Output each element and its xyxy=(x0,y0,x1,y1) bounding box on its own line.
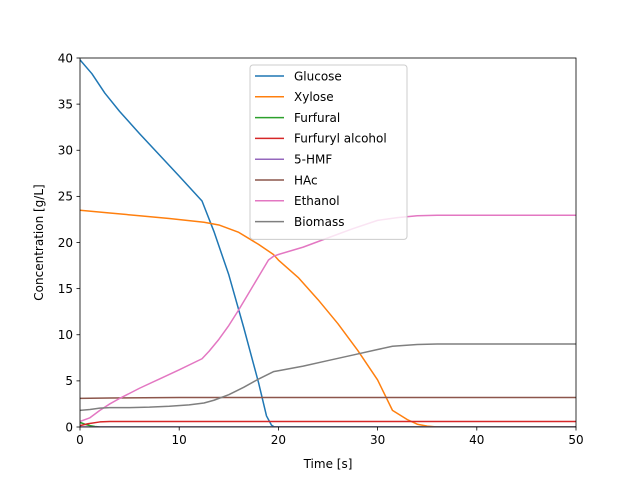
x-tick-label: 20 xyxy=(271,433,286,447)
y-tick-label: 20 xyxy=(58,236,73,250)
series-line-hac xyxy=(80,396,576,400)
x-tick-label: 10 xyxy=(172,433,187,447)
legend-label-xylose: Xylose xyxy=(294,90,334,104)
series-line-glucose xyxy=(80,58,576,427)
series-line-xylose xyxy=(80,209,576,427)
legend-label-5-hmf: 5-HMF xyxy=(294,153,332,167)
legend-label-hac: HAc xyxy=(294,173,318,187)
legend-label-furfural: Furfural xyxy=(294,111,340,125)
y-tick-label: 0 xyxy=(65,420,73,434)
x-tick-label: 50 xyxy=(568,433,583,447)
y-axis-label: Concentration [g/L] xyxy=(32,184,46,300)
legend-label-furfuryl-alcohol: Furfuryl alcohol xyxy=(294,132,387,146)
axes: 0 10 20 30 40 50 0 5 10 15 20 25 30 35 40 xyxy=(58,51,584,447)
y-tick-label: 15 xyxy=(58,282,73,296)
x-axis-label: Time [s] xyxy=(303,457,353,471)
y-tick-label: 30 xyxy=(58,144,73,158)
legend-box xyxy=(249,64,408,240)
legend-label-ethanol: Ethanol xyxy=(294,194,340,208)
x-tick-label: 30 xyxy=(370,433,385,447)
y-tick-label: 25 xyxy=(58,190,73,204)
legend-label-glucose: Glucose xyxy=(294,69,342,83)
y-tick-label: 35 xyxy=(58,97,73,111)
series-line-furfuryl-alcohol xyxy=(80,420,576,427)
x-tick-label: 40 xyxy=(469,433,484,447)
y-tick-label: 5 xyxy=(65,374,73,388)
legend-label-biomass: Biomass xyxy=(294,215,344,229)
plot-area xyxy=(80,58,576,427)
y-tick-label: 40 xyxy=(58,51,73,65)
series-line-biomass xyxy=(80,343,576,412)
x-tick-label: 0 xyxy=(76,433,84,447)
legend: Glucose Xylose Furfural Furfuryl alcohol 5-H… xyxy=(249,64,408,240)
y-tick-label: 10 xyxy=(58,328,73,342)
